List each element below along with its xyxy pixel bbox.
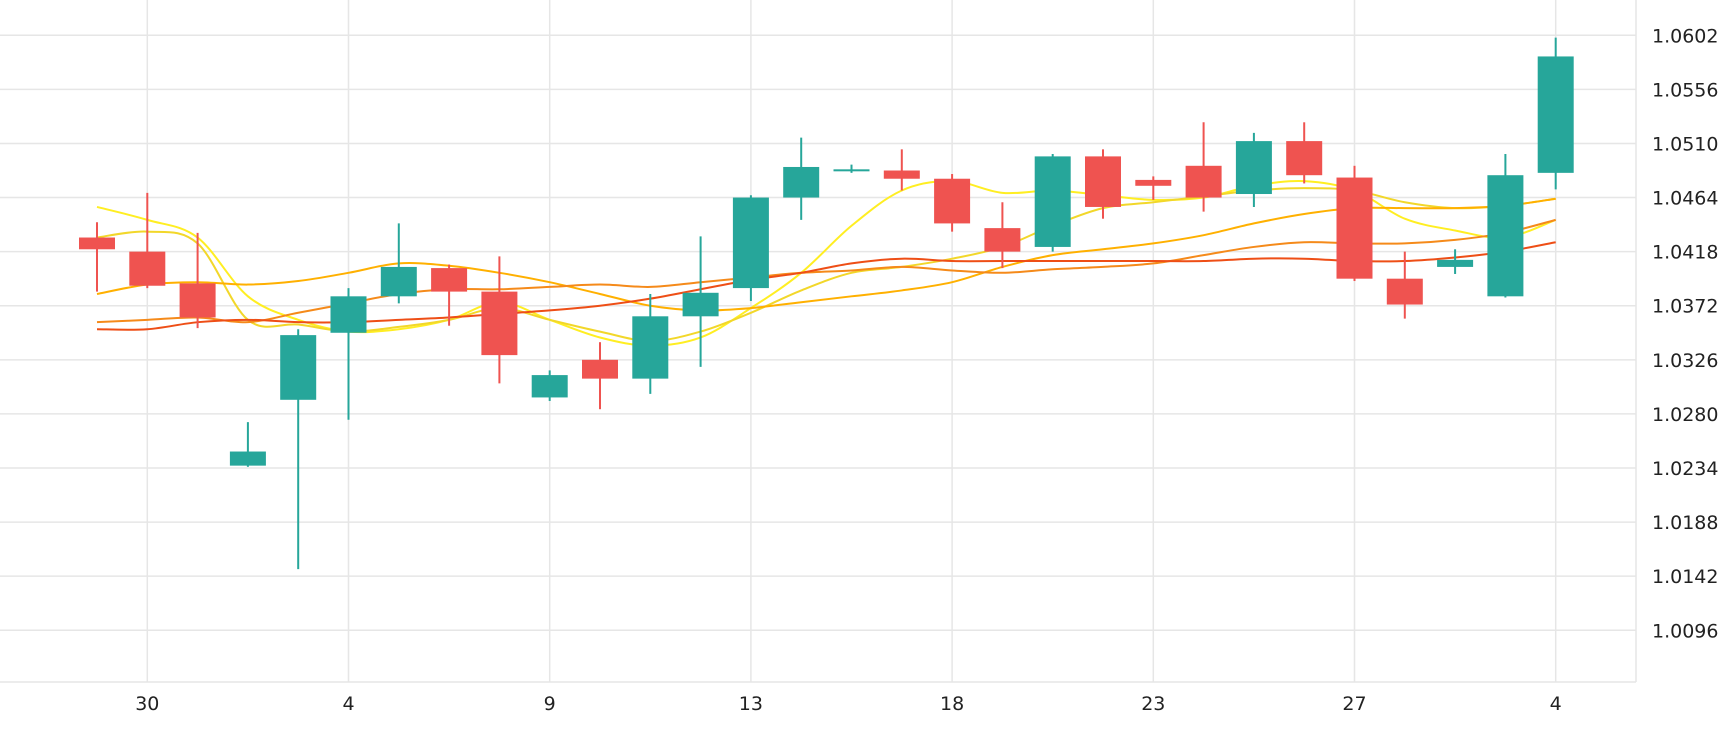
candle-body bbox=[883, 170, 920, 179]
candle bbox=[833, 164, 870, 173]
candle bbox=[1034, 154, 1071, 252]
candle bbox=[129, 192, 166, 289]
candle-body bbox=[1386, 278, 1423, 305]
candle-body bbox=[481, 291, 518, 356]
y-tick-label: 1.0556 bbox=[1652, 79, 1718, 101]
candle-body bbox=[1537, 56, 1574, 173]
y-tick-label: 1.0602 bbox=[1652, 25, 1718, 47]
x-tick-label: 27 bbox=[1342, 693, 1366, 715]
candle-body bbox=[1487, 175, 1524, 297]
candle bbox=[229, 422, 266, 467]
candle-body bbox=[129, 251, 166, 286]
candle bbox=[280, 329, 317, 570]
candle-body bbox=[1085, 156, 1121, 207]
candle-body bbox=[732, 197, 769, 289]
candle bbox=[682, 236, 719, 367]
y-tick-label: 1.0418 bbox=[1652, 242, 1718, 264]
candle bbox=[1185, 122, 1222, 212]
candle-body bbox=[1185, 165, 1222, 198]
y-tick-label: 1.0464 bbox=[1652, 188, 1718, 210]
candle bbox=[1437, 249, 1474, 274]
candle-body bbox=[934, 178, 971, 224]
x-tick-label: 13 bbox=[739, 693, 763, 715]
candle bbox=[582, 342, 618, 410]
candle bbox=[934, 174, 971, 232]
candle-body bbox=[833, 169, 870, 172]
candle bbox=[380, 223, 417, 304]
candle-body bbox=[1336, 177, 1373, 279]
candle-body bbox=[783, 166, 820, 198]
candle-body bbox=[682, 292, 719, 317]
candle bbox=[883, 149, 920, 191]
candle-body bbox=[1235, 141, 1272, 195]
y-tick-label: 1.0234 bbox=[1652, 458, 1718, 480]
candle bbox=[481, 256, 518, 384]
candle bbox=[783, 137, 820, 220]
x-tick-label: 18 bbox=[940, 693, 964, 715]
candle-body bbox=[79, 237, 115, 250]
candle bbox=[1487, 154, 1524, 298]
candle bbox=[531, 370, 568, 401]
candle-body bbox=[179, 283, 216, 318]
moving-average-line-3 bbox=[96, 197, 1556, 312]
candle-body bbox=[1135, 179, 1172, 186]
candle bbox=[732, 195, 769, 302]
candle bbox=[1286, 122, 1323, 184]
x-tick-label: 9 bbox=[544, 693, 556, 715]
y-tick-label: 1.0142 bbox=[1652, 566, 1718, 588]
candle-body bbox=[531, 375, 568, 398]
candle bbox=[431, 264, 468, 326]
candle-body bbox=[1286, 141, 1323, 176]
x-tick-label: 4 bbox=[1550, 693, 1562, 715]
candle-body bbox=[330, 296, 367, 333]
candle-body bbox=[1437, 259, 1474, 267]
candle bbox=[1537, 37, 1574, 190]
candle-body bbox=[1034, 156, 1071, 247]
y-tick-label: 1.0372 bbox=[1652, 296, 1718, 318]
x-tick-label: 4 bbox=[342, 693, 354, 715]
candle-body bbox=[582, 359, 618, 379]
y-tick-label: 1.0188 bbox=[1652, 512, 1718, 534]
y-tick-label: 1.0510 bbox=[1652, 133, 1718, 155]
candle bbox=[1336, 165, 1373, 282]
candle-body bbox=[632, 316, 669, 379]
candle-body bbox=[229, 451, 266, 466]
candle bbox=[984, 202, 1021, 269]
candle-body bbox=[984, 228, 1021, 252]
candle bbox=[1135, 176, 1172, 200]
candle bbox=[632, 293, 669, 394]
y-tick-label: 1.0096 bbox=[1652, 620, 1718, 642]
candle bbox=[1085, 149, 1121, 219]
candle bbox=[79, 222, 115, 292]
candle bbox=[330, 288, 367, 420]
candle-body bbox=[431, 268, 468, 292]
x-tick-label: 23 bbox=[1141, 693, 1165, 715]
candle bbox=[179, 232, 216, 329]
y-tick-label: 1.0280 bbox=[1652, 404, 1718, 426]
candle bbox=[1386, 251, 1423, 319]
candle-body bbox=[280, 335, 317, 400]
candle-body bbox=[380, 266, 417, 297]
x-tick-label: 30 bbox=[135, 693, 159, 715]
y-tick-label: 1.0326 bbox=[1652, 350, 1718, 372]
candle bbox=[1235, 132, 1272, 207]
